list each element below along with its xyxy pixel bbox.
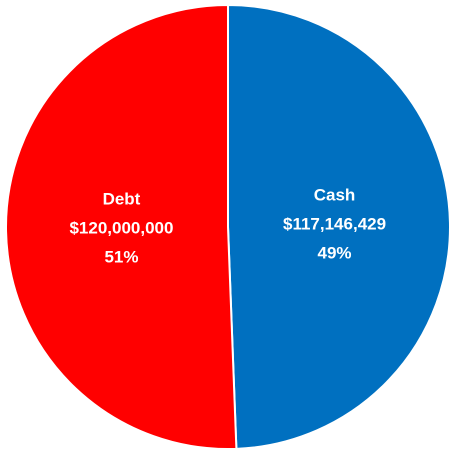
slice-category-label: Cash (314, 185, 356, 204)
slice-value-label: $120,000,000 (69, 218, 173, 237)
slice-category-label: Debt (103, 189, 141, 208)
slice-value-label: $117,146,429 (283, 214, 386, 233)
slice-percentage-label: 49% (318, 243, 352, 262)
pie-slice (4, 3, 238, 450)
pie-slice (227, 3, 451, 450)
slice-percentage-label: 51% (104, 247, 138, 266)
